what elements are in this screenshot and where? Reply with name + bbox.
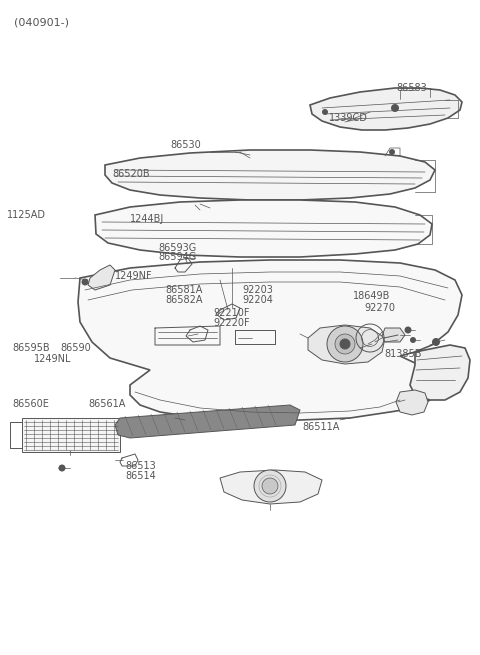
Circle shape xyxy=(410,337,416,343)
Polygon shape xyxy=(410,345,470,400)
Circle shape xyxy=(254,470,286,502)
Polygon shape xyxy=(95,200,432,257)
Text: 86590: 86590 xyxy=(60,343,91,354)
Text: 18649B: 18649B xyxy=(353,291,390,301)
Polygon shape xyxy=(78,260,462,420)
Polygon shape xyxy=(310,88,462,130)
Text: 81385B: 81385B xyxy=(384,348,421,359)
Circle shape xyxy=(389,149,395,155)
Polygon shape xyxy=(220,470,322,504)
Text: 86561A: 86561A xyxy=(89,399,126,409)
Polygon shape xyxy=(308,325,385,364)
Text: 86581A: 86581A xyxy=(166,285,203,295)
Text: 1339CD: 1339CD xyxy=(329,113,368,123)
Text: 86520B: 86520B xyxy=(113,168,150,179)
Polygon shape xyxy=(115,405,300,438)
Circle shape xyxy=(391,104,399,112)
Circle shape xyxy=(335,334,355,354)
Text: 92203: 92203 xyxy=(242,285,273,295)
Text: 86530: 86530 xyxy=(170,140,201,151)
Text: 1249NF: 1249NF xyxy=(115,271,153,282)
Polygon shape xyxy=(396,390,428,415)
Circle shape xyxy=(327,326,363,362)
Polygon shape xyxy=(382,328,405,342)
Circle shape xyxy=(322,109,328,115)
Polygon shape xyxy=(105,150,435,200)
Polygon shape xyxy=(22,418,120,452)
Text: 86582A: 86582A xyxy=(166,295,203,305)
Circle shape xyxy=(59,464,65,472)
Text: 1244BJ: 1244BJ xyxy=(130,214,164,225)
Text: 86513: 86513 xyxy=(126,461,156,472)
Text: 86583: 86583 xyxy=(396,83,427,94)
Text: 86595B: 86595B xyxy=(12,343,49,354)
Text: (040901-): (040901-) xyxy=(14,18,70,28)
Text: 86594G: 86594G xyxy=(158,252,197,263)
Polygon shape xyxy=(88,265,115,290)
Text: 86560E: 86560E xyxy=(12,399,49,409)
Text: 1125AD: 1125AD xyxy=(7,210,46,220)
Text: 86511A: 86511A xyxy=(302,422,340,432)
Text: 92204: 92204 xyxy=(242,295,273,305)
Text: 1249NL: 1249NL xyxy=(34,354,71,364)
Circle shape xyxy=(262,478,278,494)
Text: 86514: 86514 xyxy=(126,471,156,481)
Text: 92210F: 92210F xyxy=(214,308,250,318)
Text: 92220F: 92220F xyxy=(214,318,250,328)
Circle shape xyxy=(405,326,411,333)
Circle shape xyxy=(432,338,440,346)
Circle shape xyxy=(340,339,350,349)
Text: 86593G: 86593G xyxy=(158,242,197,253)
Text: 92270: 92270 xyxy=(365,303,396,313)
Circle shape xyxy=(82,278,88,286)
